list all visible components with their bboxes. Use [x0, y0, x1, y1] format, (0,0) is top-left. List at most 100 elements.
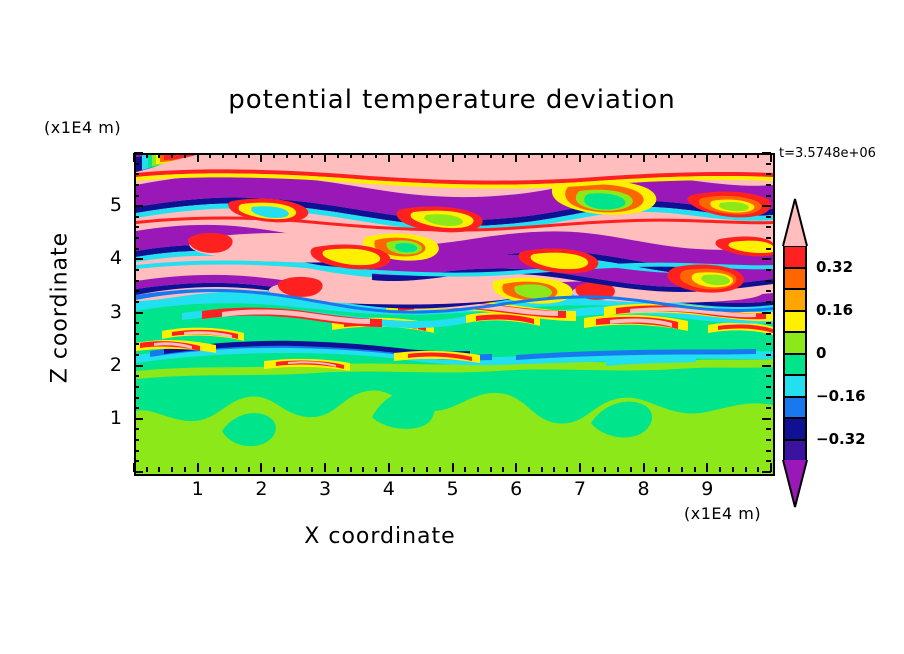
y-minor-tick — [134, 162, 139, 165]
y-minor-tick-right — [766, 385, 771, 388]
x-minor-tick — [426, 467, 429, 472]
y-major-tick — [134, 471, 143, 473]
y-tick-label: 2 — [109, 353, 122, 376]
x-minor-tick — [362, 467, 365, 472]
x-minor-tick — [680, 467, 683, 472]
x-minor-tick-top — [336, 153, 339, 158]
x-tick-label: 7 — [573, 478, 586, 500]
y-axis-units-label: (x1E4 m) — [44, 118, 122, 137]
x-minor-tick-top — [591, 153, 594, 158]
x-minor-tick-top — [247, 153, 250, 158]
x-minor-tick-top — [273, 153, 276, 158]
x-minor-tick — [629, 467, 632, 472]
y-minor-tick-right — [766, 449, 771, 452]
x-minor-tick — [744, 467, 747, 472]
x-major-tick-top — [770, 153, 772, 162]
y-minor-tick — [134, 322, 139, 325]
colorbar-band — [785, 268, 805, 290]
colorbar — [783, 245, 807, 462]
x-major-tick — [642, 463, 645, 472]
x-minor-tick — [349, 467, 352, 472]
x-minor-tick-top — [719, 153, 722, 158]
x-minor-tick — [438, 467, 441, 472]
x-minor-tick — [668, 467, 671, 472]
x-minor-tick-top — [731, 153, 734, 158]
x-minor-tick-top — [234, 153, 237, 158]
x-minor-tick — [234, 467, 237, 472]
x-major-tick — [770, 463, 772, 472]
x-minor-tick — [336, 467, 339, 472]
y-minor-tick-right — [766, 396, 771, 399]
x-minor-tick-top — [438, 153, 441, 158]
x-major-tick — [451, 463, 454, 472]
y-minor-tick-right — [766, 407, 771, 410]
x-minor-tick-top — [349, 153, 352, 158]
x-minor-tick — [247, 467, 250, 472]
y-minor-tick — [134, 407, 139, 410]
x-minor-tick — [655, 467, 658, 472]
x-axis-title: X coordinate — [304, 524, 456, 549]
x-minor-tick — [566, 467, 569, 472]
y-major-tick — [134, 311, 143, 314]
y-minor-tick — [134, 439, 139, 442]
x-minor-tick-top — [298, 153, 301, 158]
y-tick-label: 4 — [109, 247, 122, 270]
colorbar-band — [785, 419, 805, 441]
y-minor-tick-right — [766, 194, 771, 197]
y-minor-tick — [134, 226, 139, 229]
y-major-tick — [134, 258, 143, 261]
x-minor-tick-top — [540, 153, 543, 158]
x-tick-label: 1 — [191, 478, 204, 500]
x-minor-tick-top — [209, 153, 212, 158]
x-tick-label: 5 — [446, 478, 459, 500]
x-major-tick — [196, 463, 199, 472]
x-minor-tick — [209, 467, 212, 472]
y-minor-tick — [134, 237, 139, 240]
x-minor-tick-top — [655, 153, 658, 158]
colorbar-band — [785, 397, 805, 419]
x-minor-tick-top — [502, 153, 505, 158]
x-minor-tick-top — [680, 153, 683, 158]
colorbar-band — [785, 247, 805, 269]
y-major-tick-right — [762, 471, 771, 473]
y-major-tick-right — [762, 417, 771, 420]
x-major-tick-top — [387, 153, 390, 162]
colorbar-arrow-outline — [782, 198, 808, 247]
x-minor-tick — [285, 467, 288, 472]
x-minor-tick — [298, 467, 301, 472]
y-minor-tick-right — [766, 439, 771, 442]
y-minor-tick — [134, 375, 139, 378]
y-major-tick — [134, 364, 143, 367]
y-axis-title: Z coordinate — [47, 231, 73, 384]
x-minor-tick-top — [617, 153, 620, 158]
x-minor-tick-top — [400, 153, 403, 158]
y-minor-tick — [134, 385, 139, 388]
x-minor-tick-top — [413, 153, 416, 158]
x-minor-tick-top — [604, 153, 607, 158]
x-minor-tick — [476, 467, 479, 472]
x-tick-label: 9 — [701, 478, 714, 500]
x-tick-label: 6 — [510, 478, 523, 500]
x-minor-tick — [527, 467, 530, 472]
x-minor-tick — [540, 467, 543, 472]
y-minor-tick-right — [766, 173, 771, 176]
x-major-tick-top — [451, 153, 454, 162]
y-tick-label: 1 — [109, 406, 122, 429]
y-minor-tick-right — [766, 162, 771, 165]
y-major-tick-right — [762, 364, 771, 367]
y-minor-tick — [134, 343, 139, 346]
x-minor-tick — [413, 467, 416, 472]
y-minor-tick — [134, 247, 139, 250]
x-minor-tick-top — [693, 153, 696, 158]
x-minor-tick-top — [311, 153, 314, 158]
colorbar-tick-label: −0.32 — [816, 429, 866, 448]
x-minor-tick-top — [171, 153, 174, 158]
x-minor-tick-top — [426, 153, 429, 158]
x-minor-tick-top — [629, 153, 632, 158]
x-minor-tick — [273, 467, 276, 472]
y-minor-tick-right — [766, 237, 771, 240]
x-major-tick-top — [260, 153, 263, 162]
x-major-tick — [260, 463, 263, 472]
x-minor-tick — [757, 467, 760, 472]
y-minor-tick-right — [766, 354, 771, 357]
